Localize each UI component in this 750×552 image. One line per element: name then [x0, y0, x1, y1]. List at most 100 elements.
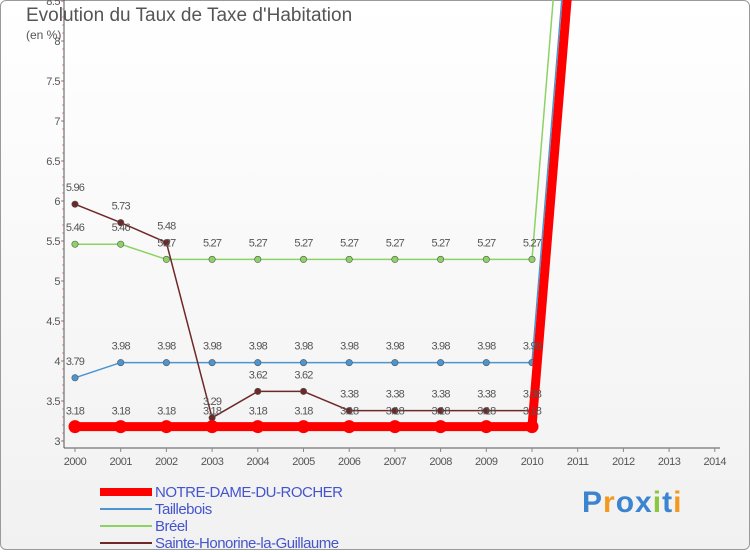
data-point	[434, 420, 448, 434]
y-tick-label: 6.5	[46, 156, 60, 168]
data-point	[479, 420, 493, 434]
data-point	[114, 420, 128, 434]
data-label: 3.98	[203, 341, 222, 353]
x-tick-label: 2008	[429, 456, 452, 468]
data-label: 3.29	[203, 396, 222, 408]
data-label: 5.27	[431, 237, 450, 249]
data-label: 5.27	[203, 237, 222, 249]
data-point	[117, 219, 125, 227]
data-label: 3.38	[431, 389, 450, 401]
x-tick-label: 2012	[612, 456, 635, 468]
data-point	[528, 255, 536, 263]
chart-unit-label: (en %)	[26, 28, 62, 42]
data-label: 3.18	[431, 406, 450, 418]
data-label: 5.96	[66, 182, 85, 194]
x-tick-label: 2007	[384, 456, 407, 468]
logo-letter: t	[662, 486, 674, 519]
data-label: 3.18	[386, 406, 405, 418]
data-label: 3.98	[431, 341, 450, 353]
x-tick-label: 2009	[475, 456, 498, 468]
legend-label: NOTRE-DAME-DU-ROCHER	[155, 484, 343, 501]
data-label: 3.38	[340, 389, 359, 401]
data-point	[391, 407, 399, 415]
logo-letter: x	[635, 486, 653, 519]
logo-letter: i	[652, 486, 663, 519]
data-label: 5.27	[294, 237, 313, 249]
x-tick-label: 2004	[247, 456, 270, 468]
y-tick-label: 4	[54, 356, 60, 368]
data-point	[254, 387, 262, 395]
data-label: 3.18	[203, 406, 222, 418]
data-label: 3.18	[477, 406, 496, 418]
data-point	[208, 359, 216, 367]
data-label: 3.98	[249, 341, 268, 353]
x-tick-label: 2003	[201, 456, 224, 468]
data-label: 5.27	[157, 237, 176, 249]
data-label: 3.62	[294, 369, 313, 381]
data-point	[345, 255, 353, 263]
data-point	[437, 359, 445, 367]
data-point	[525, 420, 539, 434]
y-tick-label: 6	[54, 196, 60, 208]
data-label: 3.79	[66, 356, 85, 368]
data-label: 3.18	[523, 406, 542, 418]
data-point	[71, 200, 79, 208]
data-point	[345, 359, 353, 367]
y-tick-label: 8	[54, 36, 60, 48]
data-label: 5.27	[523, 237, 542, 249]
legend-label: Bréel	[155, 518, 188, 535]
data-point	[71, 240, 79, 248]
data-label: 5.27	[386, 237, 405, 249]
data-label: 3.98	[523, 341, 542, 353]
y-tick-label: 3	[54, 436, 60, 448]
data-label: 5.27	[340, 237, 359, 249]
legend-swatch	[100, 508, 152, 510]
data-point	[162, 239, 170, 247]
data-label: 3.98	[294, 341, 313, 353]
legend-label: Sainte-Honorine-la-Guillaume	[155, 535, 339, 552]
data-point	[208, 255, 216, 263]
data-label: 3.18	[249, 406, 268, 418]
data-point	[205, 420, 219, 434]
series-line-3	[74, 0, 568, 419]
legend-swatch	[100, 488, 152, 496]
data-point	[159, 420, 173, 434]
data-label: 5.27	[249, 237, 268, 249]
logo-letter: o	[615, 486, 636, 519]
y-tick-label: 3.5	[46, 396, 60, 408]
data-point	[254, 255, 262, 263]
data-label: 3.38	[477, 389, 496, 401]
data-point	[68, 420, 82, 434]
y-tick-label: 5.5	[46, 236, 60, 248]
chart-title: Evolution du Taux de Taxe d'Habitation	[26, 5, 353, 26]
data-label: 5.48	[157, 221, 176, 233]
data-point	[117, 359, 125, 367]
data-point	[299, 387, 307, 395]
x-tick-label: 2000	[64, 456, 87, 468]
legend-swatch	[100, 542, 152, 544]
data-label: 5.46	[112, 222, 131, 234]
data-point	[345, 407, 353, 415]
data-label: 3.98	[157, 341, 176, 353]
x-tick-label: 2013	[658, 456, 681, 468]
x-tick-label: 2001	[109, 456, 132, 468]
data-point	[299, 255, 307, 263]
proxiti-logo: Proxiti	[582, 486, 682, 520]
x-tick-label: 2002	[155, 456, 178, 468]
data-label: 3.98	[112, 341, 131, 353]
data-label: 3.98	[477, 341, 496, 353]
x-tick-label: 2010	[521, 456, 544, 468]
data-label: 3.38	[386, 389, 405, 401]
x-tick-label: 2006	[338, 456, 361, 468]
data-label: 3.18	[112, 406, 131, 418]
data-point	[482, 359, 490, 367]
data-label: 5.27	[477, 237, 496, 249]
legend-label: Taillebois	[155, 501, 212, 518]
data-point	[482, 255, 490, 263]
y-tick-label: 4.5	[46, 316, 60, 328]
data-label: 3.18	[294, 406, 313, 418]
x-tick-label: 2014	[704, 456, 727, 468]
data-label: 3.18	[340, 406, 359, 418]
data-point	[437, 255, 445, 263]
